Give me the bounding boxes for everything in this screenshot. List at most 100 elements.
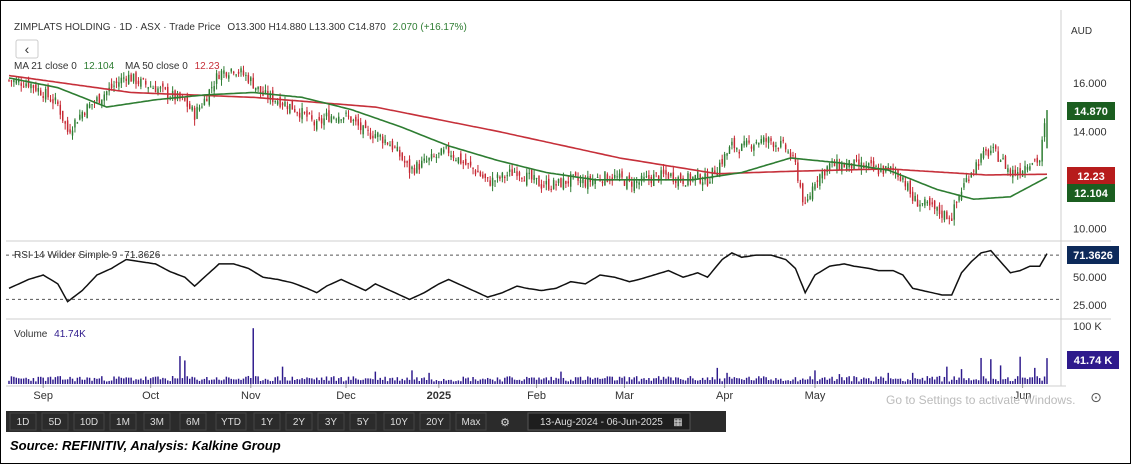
timeframe-button-1y[interactable]: 1Y xyxy=(253,412,281,431)
volume-bar xyxy=(13,376,15,384)
timeframe-button-20y[interactable]: 20Y xyxy=(419,412,451,431)
candle xyxy=(662,164,665,178)
candle xyxy=(999,159,1002,163)
timeframe-button-3m[interactable]: 3M xyxy=(143,412,171,431)
rsi-legend-value: 71.3626 xyxy=(124,250,161,261)
candle xyxy=(557,178,560,186)
volume-bar xyxy=(167,380,169,384)
candle xyxy=(364,119,367,129)
timeframe-button-5y[interactable]: 5Y xyxy=(349,412,377,431)
candle xyxy=(103,91,105,107)
volume-bar xyxy=(799,379,802,384)
volume-bar xyxy=(555,377,557,384)
volume-bar xyxy=(599,378,601,384)
candle xyxy=(59,100,62,120)
candle xyxy=(604,170,606,186)
candle xyxy=(911,186,914,204)
collapse-button[interactable]: ‹ xyxy=(15,39,39,59)
volume-bar xyxy=(118,376,120,384)
candle xyxy=(513,167,516,173)
volume-bar xyxy=(8,380,10,384)
volume-bar xyxy=(157,376,159,384)
volume-bar xyxy=(699,379,701,384)
volume-tick-label: 100 K xyxy=(1073,321,1102,333)
volume-bar xyxy=(635,376,638,384)
timeframe-button-ytd[interactable]: YTD xyxy=(215,412,247,431)
candle xyxy=(201,103,203,109)
candle xyxy=(430,149,433,162)
candle xyxy=(584,175,587,189)
volume-bar xyxy=(740,379,743,384)
volume-bar xyxy=(904,381,907,384)
volume-bar xyxy=(193,377,196,384)
candle xyxy=(352,118,355,126)
candle xyxy=(91,104,93,110)
candle xyxy=(435,154,438,163)
volume-bar xyxy=(819,379,821,384)
volume-bar xyxy=(865,378,867,384)
timeframe-button-max[interactable]: Max xyxy=(455,412,487,431)
candle xyxy=(189,100,191,110)
volume-bar xyxy=(325,376,328,384)
volume-bar xyxy=(589,377,592,384)
volume-bar xyxy=(289,380,291,384)
candle xyxy=(1041,136,1043,167)
volume-bar xyxy=(662,376,665,384)
timeframe-button-10y[interactable]: 10Y xyxy=(383,412,415,431)
instrument-header: ZIMPLATS HOLDING · 1D · ASX · Trade Pric… xyxy=(14,22,467,33)
candle xyxy=(452,150,455,162)
candle xyxy=(281,101,284,110)
timeframe-button-1m[interactable]: 1M xyxy=(109,412,137,431)
candle xyxy=(291,99,294,110)
candle xyxy=(762,135,765,145)
candle xyxy=(44,86,47,103)
candle xyxy=(626,176,628,191)
date-range-selector[interactable]: 13-Aug-2024 - 06-Jun-2025 ▦ xyxy=(527,412,691,431)
timeframe-button-3y[interactable]: 3Y xyxy=(317,412,345,431)
volume-bar xyxy=(235,379,237,384)
volume-bar xyxy=(958,377,960,384)
timeframe-button-5d[interactable]: 5D xyxy=(41,412,69,431)
timeframe-label: YTD xyxy=(221,417,241,428)
volume-bar xyxy=(62,379,64,384)
panel-borders xyxy=(6,10,1111,387)
volume-bar xyxy=(225,376,228,384)
candle xyxy=(931,197,933,208)
volume-bar xyxy=(709,380,711,384)
volume-bar xyxy=(171,376,174,384)
candle xyxy=(145,78,147,88)
volume-bar xyxy=(802,378,804,384)
candle xyxy=(731,137,733,150)
candle xyxy=(965,172,968,183)
timeframe-button-2y[interactable]: 2Y xyxy=(285,412,313,431)
candle xyxy=(838,158,841,171)
candle xyxy=(482,171,484,179)
candle xyxy=(523,176,526,182)
settings-icon[interactable]: ⊙ xyxy=(1090,390,1102,406)
volume-bar xyxy=(259,381,262,384)
ma21-value: 12.104 xyxy=(84,61,115,72)
volume-bar xyxy=(574,377,577,384)
volume-bar xyxy=(71,378,74,384)
volume-bar xyxy=(1046,358,1048,384)
candle xyxy=(96,95,98,104)
candle xyxy=(855,154,858,163)
volume-bar xyxy=(784,380,787,384)
candle xyxy=(328,104,330,123)
volume-bar xyxy=(482,378,484,384)
volume-bar xyxy=(254,376,257,384)
volume-bar xyxy=(352,376,355,384)
timeframe-button-1d[interactable]: 1D xyxy=(9,412,37,431)
volume-bar xyxy=(132,380,135,384)
candle xyxy=(545,175,548,191)
volume-bar xyxy=(267,379,269,384)
timeframe-button-6m[interactable]: 6M xyxy=(179,412,207,431)
volume-bar xyxy=(91,380,93,384)
candle xyxy=(975,159,977,176)
ma50-label: MA 50 close 0 xyxy=(125,61,188,72)
timeframe-button-10d[interactable]: 10D xyxy=(73,412,105,431)
gear-icon[interactable]: ⚙ xyxy=(500,416,510,429)
volume-bar xyxy=(787,380,789,384)
x-axis-labels: Sep Oct Nov Dec 2025 Feb Mar Apr May Jun xyxy=(33,384,1031,402)
volume-bar xyxy=(108,380,110,384)
